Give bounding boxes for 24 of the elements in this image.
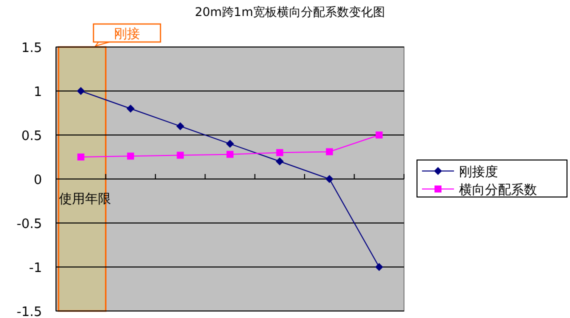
- y-tick-label: -0.5: [16, 217, 42, 232]
- point: [77, 154, 84, 160]
- legend-label: 横向分配系数: [459, 183, 537, 198]
- point: [127, 152, 134, 160]
- point: [376, 132, 383, 138]
- y-tick-label: 1: [34, 85, 42, 100]
- y-tick-label: 0.5: [21, 129, 42, 144]
- point: [375, 263, 384, 271]
- y-tick-label: 1.5: [21, 41, 42, 56]
- point: [126, 104, 135, 113]
- y-tick-label: -1: [29, 261, 42, 276]
- legend-label: 刚接度: [459, 164, 498, 180]
- point: [226, 150, 234, 158]
- point: [226, 140, 234, 148]
- point: [176, 152, 184, 159]
- point: [325, 175, 334, 183]
- point: [176, 122, 184, 130]
- chart-title: 20m跨1m宽板横向分配系数变化图: [194, 5, 386, 19]
- point: [276, 149, 284, 156]
- y-tick-label: -1.5: [16, 305, 42, 318]
- point: [326, 148, 333, 156]
- point: [276, 157, 284, 166]
- y-tick-label: 0: [34, 173, 42, 188]
- point: [76, 87, 85, 95]
